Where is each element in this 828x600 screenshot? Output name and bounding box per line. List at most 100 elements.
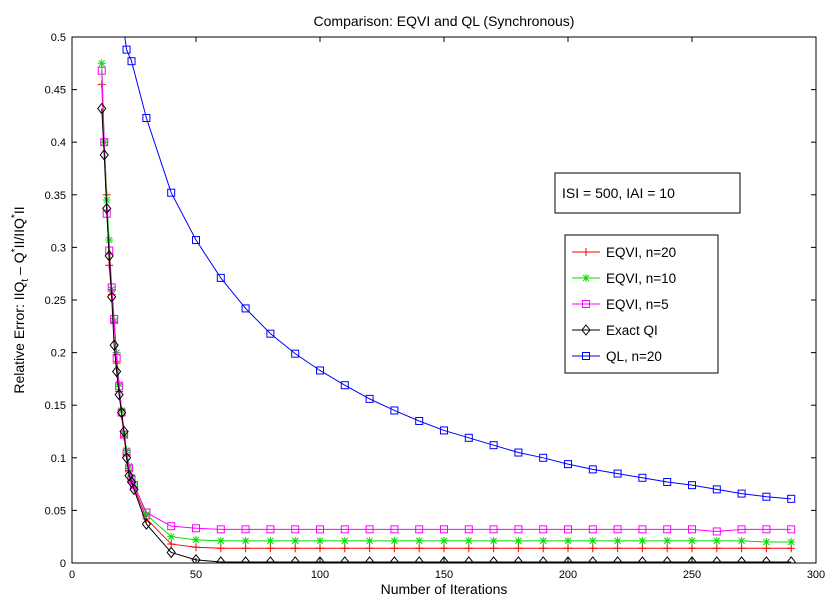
data-point: [737, 544, 746, 553]
data-point: [142, 114, 151, 123]
data-point: [464, 525, 473, 534]
data-point: [464, 556, 474, 563]
series-line: [101, 108, 792, 563]
data-point: [241, 525, 250, 534]
x-tick-label: 200: [559, 569, 577, 581]
data-point: [129, 483, 139, 496]
y-label-pre: Relative Error: IIQ: [11, 281, 27, 393]
data-point: [538, 556, 548, 563]
data-point: [712, 544, 721, 553]
data-point: [97, 59, 106, 68]
data-point: [266, 544, 275, 553]
legend-marker: [582, 352, 590, 360]
x-axis: 0 50 100 150 200 250 300: [69, 37, 825, 581]
data-point: [290, 556, 300, 563]
data-point: [119, 425, 129, 438]
data-point: [736, 556, 747, 563]
series-1: [97, 59, 796, 546]
data-point: [122, 45, 131, 54]
data-point: [97, 102, 107, 115]
data-point: [216, 536, 225, 545]
data-point: [365, 394, 374, 403]
data-point: [315, 556, 325, 563]
data-point: [712, 556, 722, 563]
data-point: [389, 556, 400, 563]
data-point: [514, 536, 523, 545]
data-point: [191, 554, 201, 563]
data-point: [216, 273, 225, 282]
chart-title: Comparison: EQVI and QL (Synchronous): [314, 13, 575, 29]
data-point: [192, 236, 200, 245]
data-point: [266, 525, 275, 534]
data-point: [241, 536, 250, 545]
data-point: [241, 544, 250, 553]
data-point: [116, 406, 127, 419]
data-point: [291, 349, 300, 358]
x-axis-label: Number of Iterations: [381, 581, 508, 597]
legend-item: EQVI, n=5: [572, 297, 669, 312]
data-point: [663, 544, 672, 553]
data-point: [564, 460, 572, 469]
legend-label: Exact QI: [606, 323, 658, 338]
data-point: [142, 508, 151, 517]
legend-marker: [581, 324, 591, 336]
data-point: [439, 556, 449, 563]
y-label-sub: t: [20, 279, 31, 282]
data-point: [167, 522, 176, 531]
data-point: [102, 202, 112, 215]
data-point: [539, 536, 548, 545]
data-point: [340, 544, 349, 553]
data-point: [99, 149, 109, 161]
data-point: [192, 524, 200, 533]
data-point: [662, 556, 672, 563]
data-point: [192, 543, 200, 552]
data-point: [141, 518, 152, 530]
data-point: [414, 556, 424, 563]
data-point: [637, 556, 648, 563]
data-point: [539, 544, 548, 553]
legend-marker: [582, 248, 590, 256]
legend-marker: [582, 274, 590, 282]
legend-label: EQVI, n=5: [606, 297, 669, 312]
legend: EQVI, n=20 EQVI, n=10 EQVI, n=5 Exact QI QL,…: [564, 234, 719, 374]
y-label-mid: – Q: [11, 252, 27, 279]
data-point: [638, 473, 647, 482]
data-point: [564, 536, 572, 545]
y-axis-label: Relative Error: IIQt – Q*II/IIQ*II: [10, 206, 31, 393]
annotation-box: ISI = 500, IAI = 10: [554, 172, 741, 214]
data-point: [687, 556, 697, 563]
data-point: [216, 556, 226, 563]
y-tick-label: 0.5: [51, 32, 66, 44]
annotation-text: ISI = 500, IAI = 10: [562, 185, 675, 201]
data-point: [340, 556, 350, 563]
data-point: [166, 546, 176, 559]
y-label-post: II: [11, 206, 27, 214]
data-point: [613, 525, 622, 534]
data-point: [109, 339, 119, 352]
data-point: [712, 485, 721, 494]
data-point: [663, 477, 672, 486]
data-point: [588, 556, 598, 563]
data-point: [612, 556, 623, 563]
data-point: [787, 537, 796, 546]
data-point: [365, 525, 374, 534]
data-point: [613, 536, 622, 545]
data-point: [390, 406, 399, 415]
legend-label: EQVI, n=20: [606, 245, 676, 260]
data-point: [107, 291, 117, 303]
y-axis: 0 0.05 0.1 0.15 0.2 0.25 0.3 0.35 0.4 0.45 0.5: [45, 32, 816, 570]
y-tick-label: 0: [60, 558, 66, 570]
data-point: [761, 556, 772, 563]
data-point: [539, 525, 548, 534]
x-tick-label: 150: [435, 569, 453, 581]
y-label-mid2: II/IIQ: [11, 218, 27, 248]
series-line: [101, 70, 792, 532]
data-point: [390, 536, 399, 545]
data-point: [564, 544, 572, 553]
data-point: [762, 537, 771, 546]
data-point: [464, 433, 473, 442]
data-point: [97, 66, 106, 75]
legend-frame: [564, 234, 719, 374]
data-point: [316, 525, 324, 534]
